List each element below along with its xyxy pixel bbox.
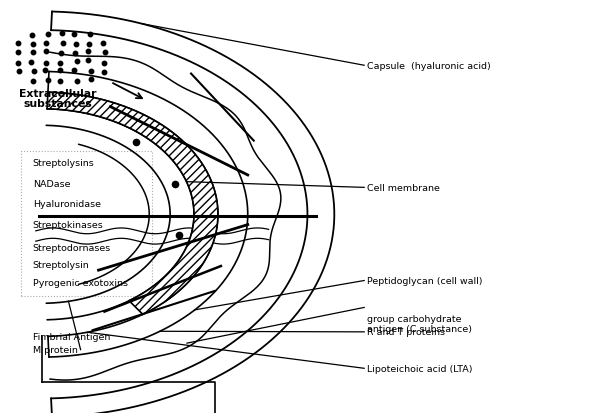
- Text: Streptokinases: Streptokinases: [33, 221, 104, 230]
- Text: group carbohydrate
antigen (C substance): group carbohydrate antigen (C substance): [367, 314, 472, 333]
- Text: NADase: NADase: [33, 179, 70, 188]
- Text: Streptolysins: Streptolysins: [33, 159, 94, 168]
- Text: Extracellular: Extracellular: [19, 89, 97, 99]
- Text: M protein: M protein: [33, 345, 78, 354]
- Text: Peptidoglycan (cell wall): Peptidoglycan (cell wall): [367, 276, 482, 285]
- FancyBboxPatch shape: [21, 152, 152, 296]
- Wedge shape: [47, 93, 218, 315]
- Text: R and T proteins: R and T proteins: [367, 328, 445, 337]
- Text: Streptodornases: Streptodornases: [33, 243, 111, 252]
- Text: Hyaluronidase: Hyaluronidase: [33, 200, 101, 209]
- Text: Fimbrial Antigen: Fimbrial Antigen: [33, 332, 110, 341]
- Text: Lipoteichoic acid (LTA): Lipoteichoic acid (LTA): [367, 364, 473, 373]
- Text: Streptolysin: Streptolysin: [33, 261, 90, 270]
- Text: Capsule  (hyaluronic acid): Capsule (hyaluronic acid): [367, 62, 491, 71]
- Text: Cell membrane: Cell membrane: [367, 183, 440, 192]
- Text: Pyrogenic exotoxins: Pyrogenic exotoxins: [33, 278, 128, 287]
- Text: substances: substances: [23, 98, 93, 108]
